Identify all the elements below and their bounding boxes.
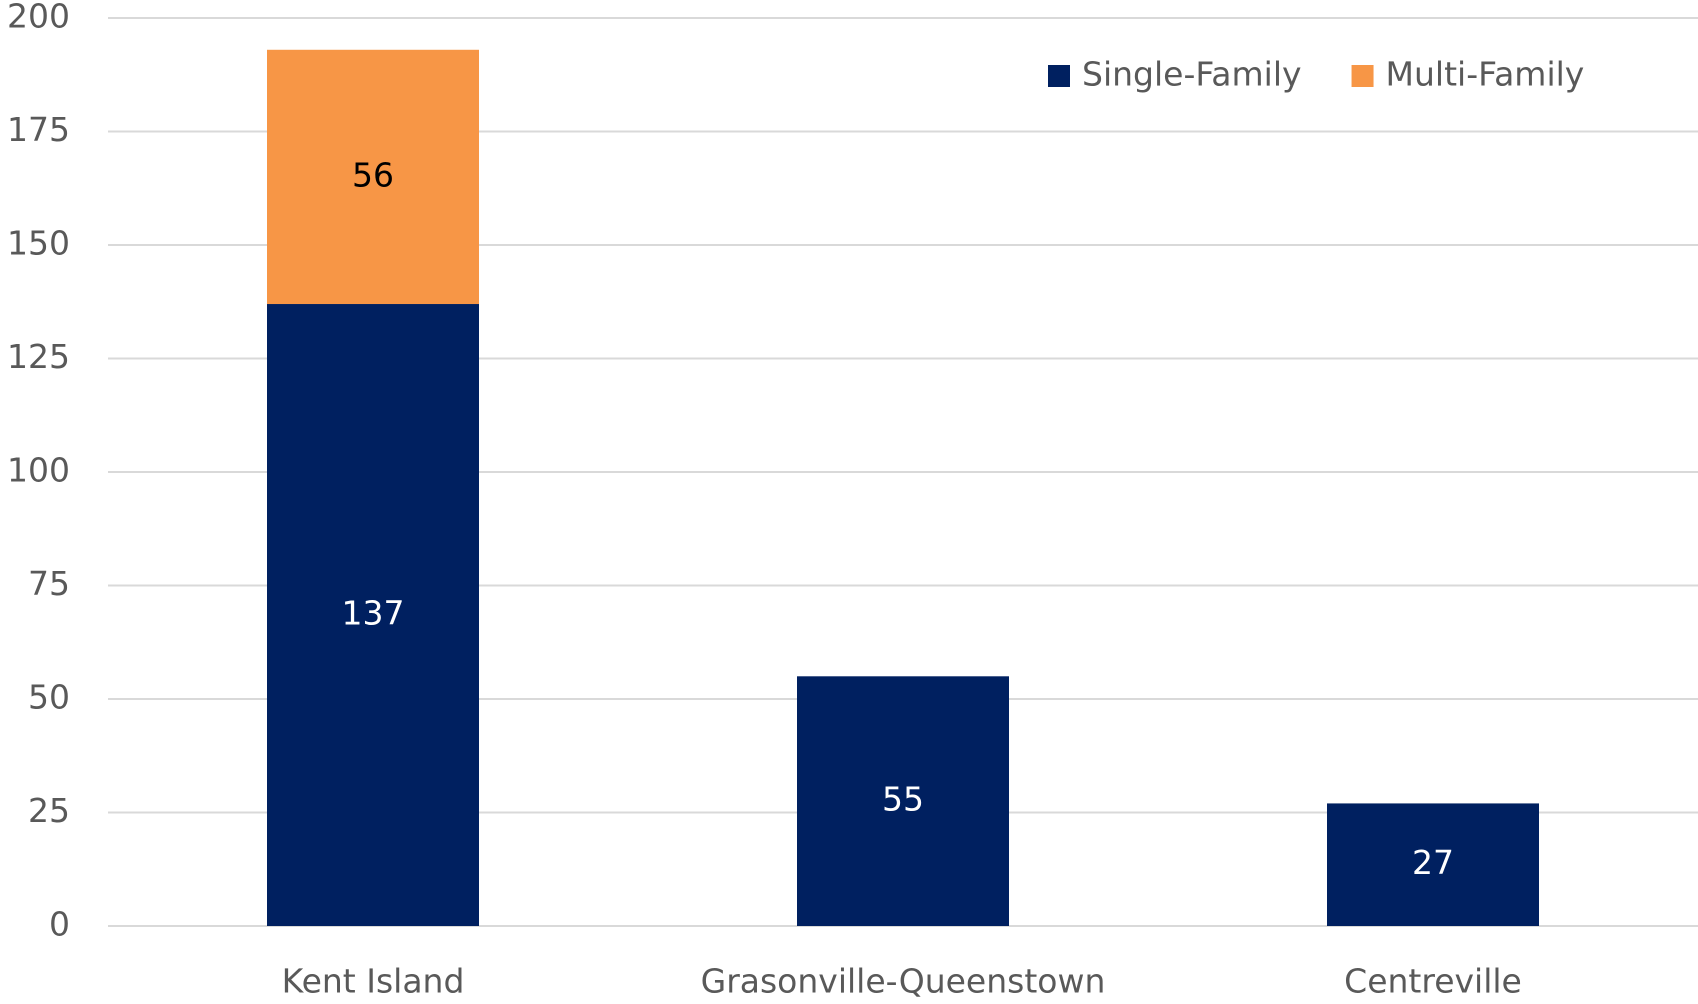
data-label: 137: [342, 594, 405, 633]
bar-segment: [267, 304, 479, 926]
data-label: 55: [882, 780, 924, 819]
legend-swatch: [1048, 65, 1070, 87]
y-tick-label: 125: [7, 337, 70, 376]
legend-label: Single-Family: [1082, 55, 1302, 94]
y-tick-label: 100: [7, 451, 70, 490]
data-label: 27: [1412, 843, 1454, 882]
legend-label: Multi-Family: [1386, 55, 1585, 94]
y-tick-label: 200: [7, 0, 70, 36]
y-tick-label: 150: [7, 224, 70, 263]
bar-segment: [797, 676, 1009, 926]
x-tick-label: Centreville: [1344, 962, 1522, 1001]
x-tick-label: Grasonville-Queenstown: [701, 962, 1106, 1001]
y-tick-label: 175: [7, 110, 70, 149]
y-tick-label: 50: [28, 678, 70, 717]
y-tick-label: 0: [49, 905, 70, 944]
bar-segment: [1327, 803, 1539, 926]
y-tick-label: 75: [28, 564, 70, 603]
y-tick-label: 25: [28, 791, 70, 830]
x-tick-label: Kent Island: [282, 962, 465, 1001]
legend-swatch: [1351, 65, 1374, 87]
data-label: 56: [352, 155, 394, 194]
bar-segment: [267, 49, 479, 305]
